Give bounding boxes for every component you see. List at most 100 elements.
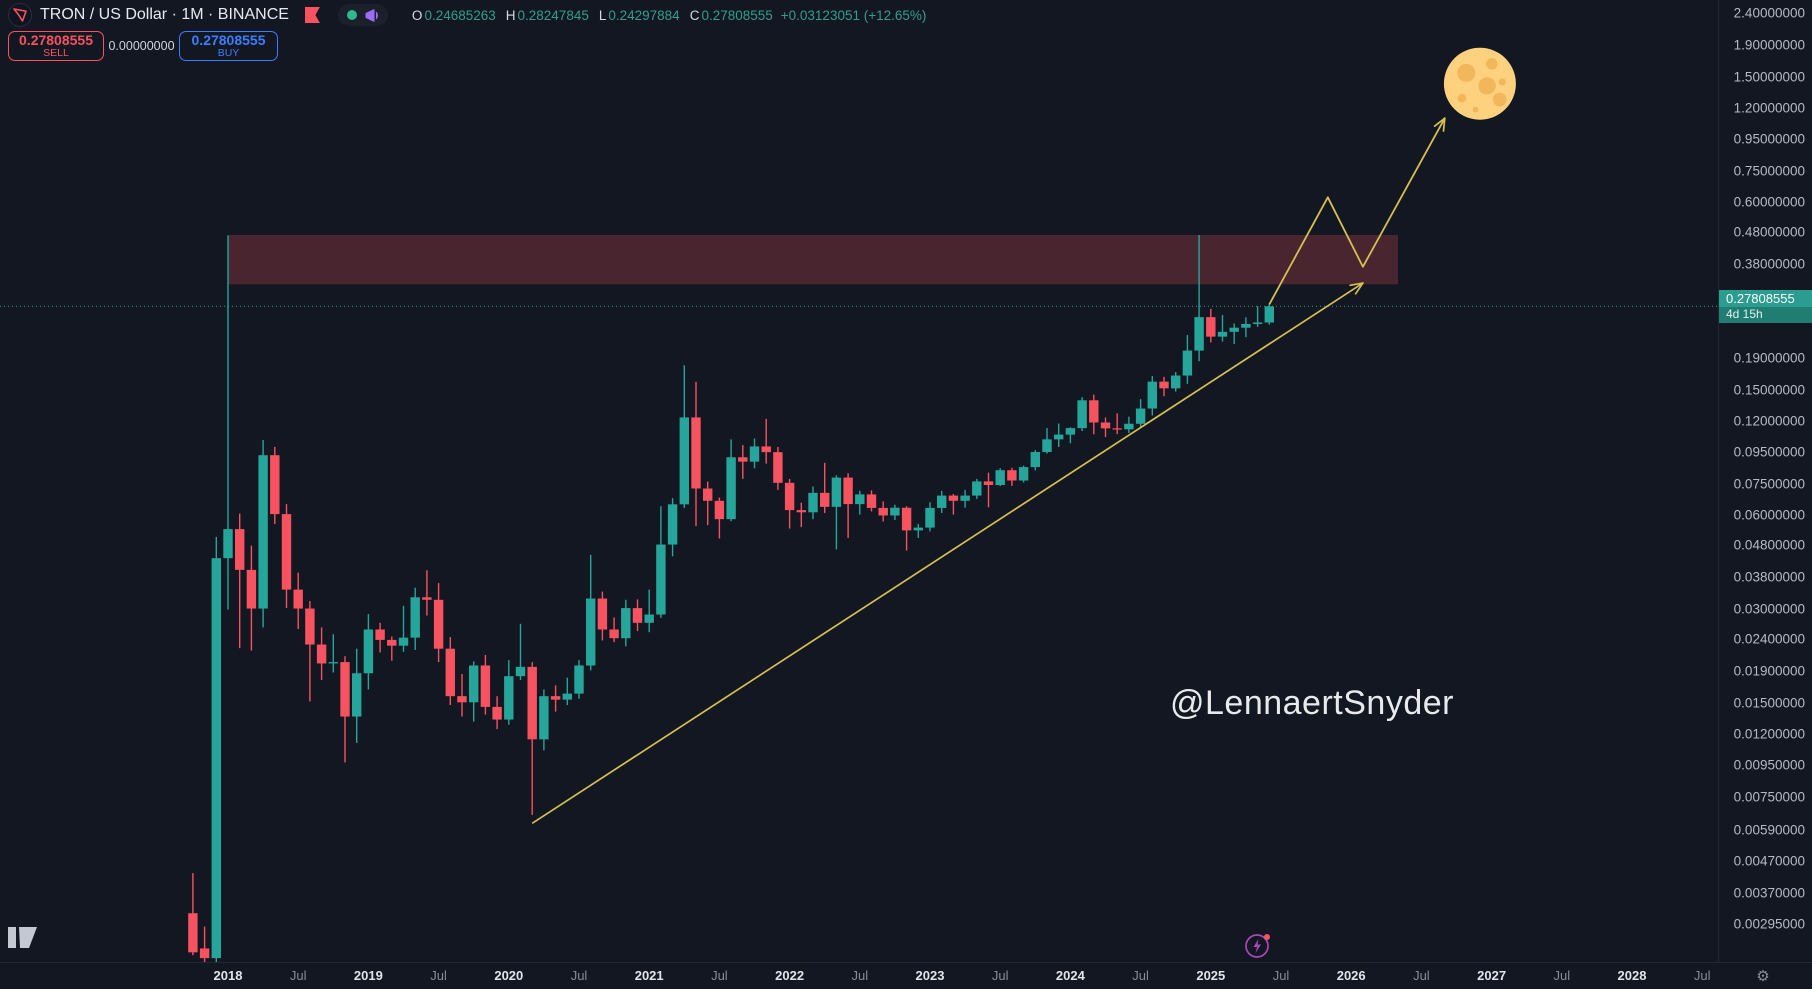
- candle: [866, 490, 877, 512]
- candle: [1252, 306, 1263, 327]
- candle-body: [714, 500, 725, 520]
- price-tick-label: 0.01200000: [1733, 726, 1805, 742]
- candle-body: [726, 457, 736, 520]
- candle-body: [1264, 306, 1274, 323]
- time-tick-year: 2018: [213, 968, 243, 983]
- time-tick-month: Jul: [711, 968, 728, 983]
- candle-body: [457, 696, 467, 703]
- candle: [890, 504, 900, 521]
- candle-body: [1147, 381, 1157, 409]
- candle: [469, 661, 479, 722]
- symbol-logo[interactable]: [8, 3, 32, 27]
- candle: [948, 494, 959, 515]
- price-tick-label: 0.06000000: [1733, 507, 1805, 523]
- candle-body: [1194, 317, 1204, 351]
- time-tick-year: 2019: [353, 968, 383, 983]
- candle-body: [539, 696, 549, 740]
- candle-body: [855, 494, 865, 505]
- price-tick-label: 0.02400000: [1733, 631, 1805, 647]
- candle-body: [632, 608, 643, 623]
- candle: [714, 497, 725, 539]
- candle-body: [878, 507, 888, 516]
- trendline[interactable]: [531, 282, 1364, 825]
- candle-body: [925, 507, 935, 528]
- price-tick-label: 0.00590000: [1733, 822, 1805, 838]
- moon-crater: [1457, 63, 1476, 82]
- price-axis[interactable]: 0.27808555 4d 15h 2.40000000 1.90000000 1.…: [1718, 0, 1812, 962]
- time-tick-year: 2022: [775, 968, 805, 983]
- candle-body: [972, 481, 982, 496]
- candle: [352, 648, 362, 743]
- sell-button[interactable]: 0.27808555 SELL: [8, 31, 104, 61]
- candle: [305, 601, 315, 702]
- candle-body: [597, 598, 608, 630]
- time-tick-year: 2027: [1477, 968, 1507, 983]
- price-tick-label: 0.03000000: [1733, 601, 1805, 617]
- candle-body: [761, 446, 771, 453]
- flag-icon[interactable]: [304, 7, 320, 23]
- candle-body: [246, 569, 257, 609]
- candle-body: [621, 608, 631, 639]
- arrow-head: [1442, 117, 1446, 132]
- candle-body: [211, 558, 221, 959]
- spread-value: 0.00000000: [108, 39, 175, 53]
- price-tick-label: 0.01900000: [1733, 663, 1805, 679]
- price-tick-label: 0.12000000: [1733, 413, 1805, 429]
- close-label: C: [689, 7, 700, 23]
- candle: [515, 623, 526, 680]
- arrow-head: [1354, 282, 1364, 295]
- candle-body: [796, 510, 806, 513]
- time-tick-month: Jul: [430, 968, 447, 983]
- candle: [738, 445, 748, 479]
- ohlc-readout: O 0.24685263 H 0.28247845 L 0.24297884 C…: [412, 8, 926, 23]
- candle-body: [550, 696, 561, 700]
- candle-body: [1252, 322, 1263, 324]
- candle: [1241, 317, 1251, 338]
- projection-path[interactable]: [1268, 117, 1446, 305]
- candle: [960, 489, 970, 508]
- candle-body: [328, 662, 338, 664]
- candle: [773, 446, 783, 490]
- price-tick-label: 0.19000000: [1733, 350, 1805, 366]
- candle: [1135, 399, 1146, 428]
- candle: [1182, 335, 1193, 384]
- candle: [398, 605, 409, 652]
- alert-status-pill[interactable]: [337, 4, 388, 26]
- tradingview-logo[interactable]: [8, 927, 40, 949]
- buy-price: 0.27808555: [191, 31, 266, 48]
- candle: [632, 599, 643, 632]
- price-tick-label: 0.01500000: [1733, 695, 1805, 711]
- watermark-text[interactable]: @LennaertSnyder: [1170, 684, 1454, 722]
- time-tick-year: 2021: [634, 968, 664, 983]
- scales-settings-gear-icon[interactable]: ⚙: [1756, 968, 1770, 985]
- candle: [363, 614, 374, 690]
- lightning-icon[interactable]: [1243, 930, 1273, 960]
- chart-canvas[interactable]: [0, 0, 1718, 962]
- candle-body: [656, 544, 666, 615]
- candle: [1159, 376, 1169, 397]
- time-axis[interactable]: 2018 Jul 2019 Jul 2020 Jul 2021 Jul 2022 Jul 2023 J…: [0, 962, 1812, 989]
- moon-sticker[interactable]: [1443, 47, 1516, 120]
- time-tick-month: Jul: [851, 968, 869, 983]
- candle-body: [375, 629, 385, 640]
- candle-body: [843, 477, 853, 505]
- tron-logo-icon: [13, 8, 27, 22]
- candle: [1264, 304, 1274, 325]
- candle: [188, 873, 198, 956]
- candle-body: [679, 417, 689, 505]
- candle-body: [235, 529, 245, 570]
- candle-body: [270, 455, 280, 515]
- symbol-title[interactable]: TRON / US Dollar · 1M · BINANCE: [40, 6, 289, 23]
- candle-body: [199, 948, 210, 959]
- buy-button[interactable]: 0.27808555 BUY: [179, 31, 278, 61]
- sell-price: 0.27808555: [19, 31, 93, 48]
- candle: [328, 634, 338, 673]
- candle: [1147, 376, 1157, 416]
- candle: [1089, 394, 1099, 435]
- candle-body: [410, 597, 420, 638]
- candle: [1077, 397, 1087, 432]
- candle: [410, 587, 420, 650]
- supply-zone-rectangle[interactable]: [228, 234, 1398, 285]
- change-value: +0.03123051 (+12.65%): [780, 7, 927, 23]
- candle-body: [469, 665, 479, 703]
